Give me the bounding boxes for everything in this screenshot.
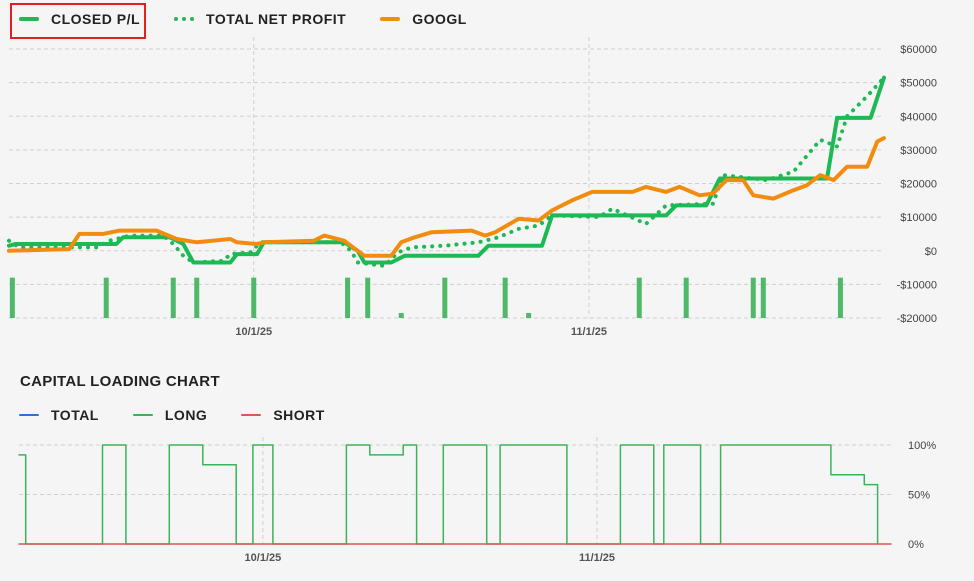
capital-loading-title: CAPITAL LOADING CHART [20, 373, 220, 390]
volume-bar [9, 277, 15, 318]
x-tick-label: 11/1/25 [571, 326, 607, 338]
legend-googl-label: GOOGL [412, 11, 467, 27]
y-tick-label: $20000 [900, 179, 937, 191]
volume-bar [502, 277, 508, 318]
x-tick-label: 10/1/25 [245, 552, 282, 564]
long-swatch [132, 414, 153, 416]
volume-bar [103, 277, 109, 318]
volume-bar [442, 277, 448, 318]
total-net-profit-swatch [174, 17, 195, 21]
legend-long-label: LONG [164, 407, 208, 423]
volume-bar [251, 277, 257, 318]
x-tick-label: 11/1/25 [579, 552, 615, 564]
y-tick-label: $50000 [900, 78, 937, 90]
y-tick-label: $0 [925, 246, 937, 258]
legend-total-label: TOTAL [51, 407, 99, 423]
volume-bar [194, 277, 200, 318]
volume-bar [398, 312, 404, 318]
volume-bar [683, 277, 689, 318]
legend-short[interactable]: SHORT [241, 407, 325, 423]
y-tick-label: 0% [908, 539, 924, 551]
legend-closed-pl-label: CLOSED P/L [51, 11, 141, 27]
googl-swatch [380, 17, 401, 21]
x-tick-label: 10/1/25 [235, 326, 272, 338]
legend-googl[interactable]: GOOGL [380, 11, 467, 27]
legend-closed-pl[interactable]: CLOSED P/L [19, 11, 140, 27]
legend-long[interactable]: LONG [132, 407, 208, 423]
volume-bar [345, 277, 351, 318]
volume-bar [837, 277, 843, 318]
volume-bar [750, 277, 756, 318]
top-legend: CLOSED P/L TOTAL NET PROFIT GOOGL [19, 11, 467, 27]
y-tick-label: 100% [908, 440, 936, 452]
legend-total-net-profit[interactable]: TOTAL NET PROFIT [174, 11, 346, 27]
selected-legend-highlight [10, 3, 146, 39]
bottom-legend: TOTAL LONG SHORT [19, 407, 325, 423]
closed-pl-swatch [19, 17, 39, 21]
y-tick-label: -$20000 [897, 313, 937, 325]
volume-bar [170, 277, 176, 318]
y-tick-label: $40000 [900, 111, 937, 123]
y-tick-label: $60000 [900, 44, 937, 56]
pl-chart: $60000 $50000 $40000 $30000 $20000 $10000 $0 -$… [7, 37, 937, 338]
legend-total[interactable]: TOTAL [19, 407, 99, 423]
short-swatch [241, 414, 262, 416]
volume-bar [636, 277, 642, 318]
volume-bar [760, 277, 766, 318]
y-tick-label: $10000 [900, 212, 937, 224]
volume-bar [365, 277, 371, 318]
legend-short-label: SHORT [273, 407, 325, 423]
legend-total-net-profit-label: TOTAL NET PROFIT [206, 11, 347, 27]
y-tick-label: $30000 [900, 145, 937, 157]
series-googl [7, 136, 886, 258]
volume-bar [526, 312, 532, 318]
total-swatch [19, 414, 39, 416]
y-tick-label: -$10000 [897, 279, 937, 291]
y-tick-label: 50% [908, 490, 930, 502]
